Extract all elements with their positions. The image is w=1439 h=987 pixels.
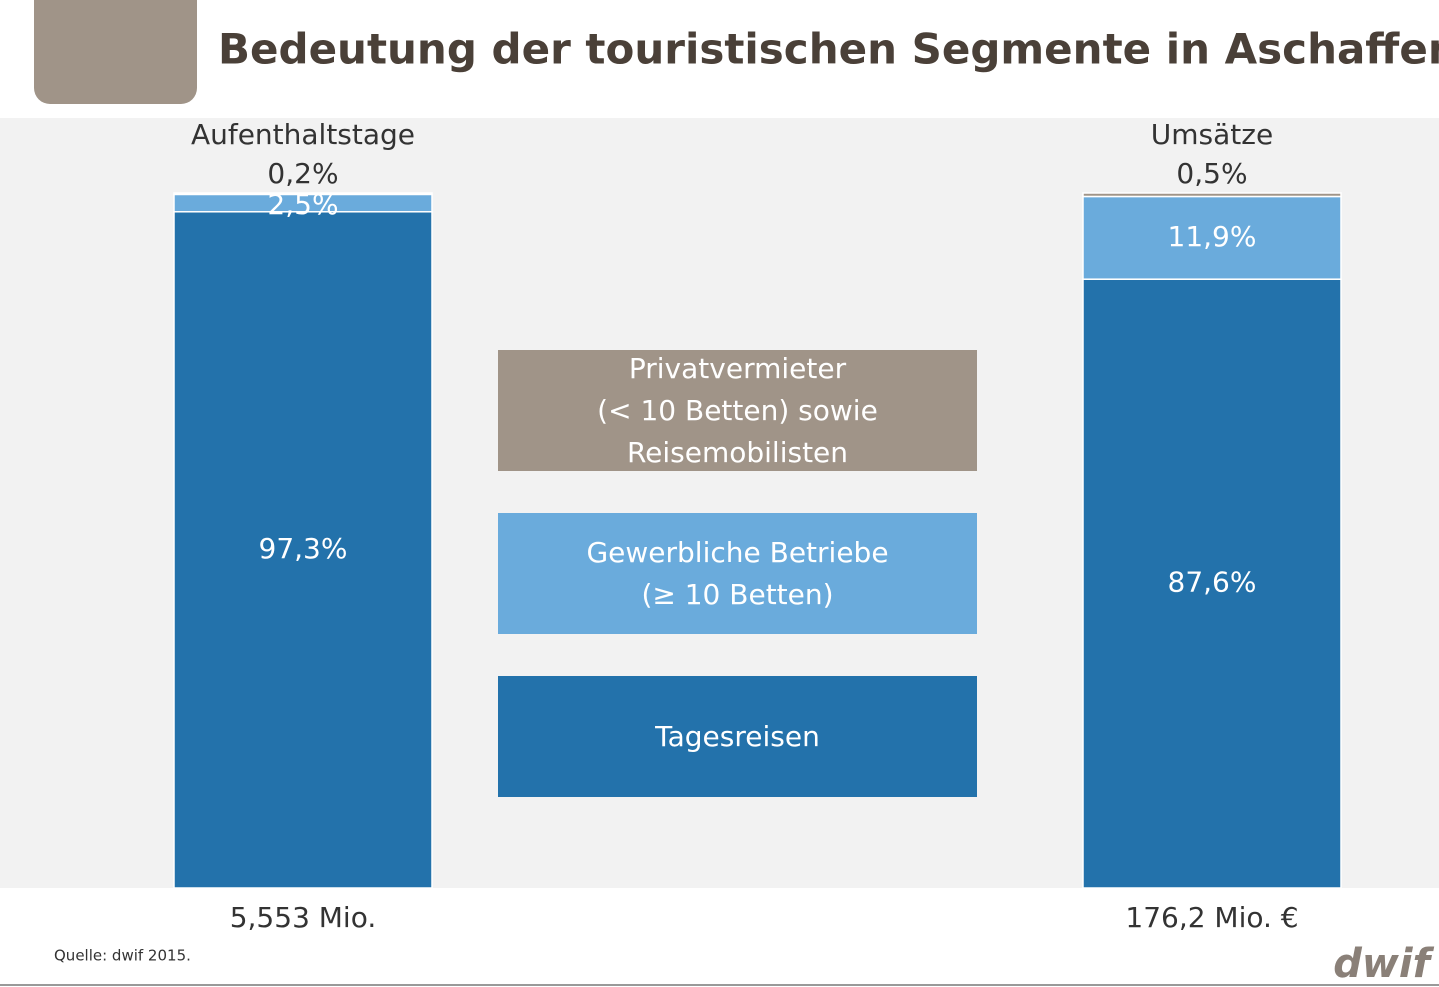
legend-entry: Privatvermieter (< 10 Betten) sowie Reis… <box>498 350 977 471</box>
category-label: Aufenthaltstage <box>191 118 415 151</box>
logo: dwif <box>1333 941 1434 987</box>
legend-entry: Tagesreisen <box>498 676 977 797</box>
source: Quelle: dwif 2015. <box>54 947 191 965</box>
value-label: 87,6% <box>1168 566 1257 599</box>
bar-segment <box>1082 192 1342 198</box>
bar-segment <box>1082 278 1342 889</box>
legend-entry: Gewerbliche Betriebe (≥ 10 Betten) <box>498 513 977 634</box>
value-label: 0,2% <box>267 157 338 190</box>
bar-segment <box>173 192 433 196</box>
bar-segment <box>173 211 433 889</box>
total-label: 5,553 Mio. <box>230 901 377 934</box>
value-label: 97,3% <box>259 532 348 565</box>
chart-title: Bedeutung der touristischen Segmente in … <box>218 25 1439 74</box>
value-label: 11,9% <box>1168 220 1257 253</box>
category-label: Umsätze <box>1151 118 1273 151</box>
value-label: 0,5% <box>1176 157 1247 190</box>
total-label: 176,2 Mio. € <box>1125 901 1298 934</box>
bar-segment <box>1082 195 1342 280</box>
title-tab <box>34 0 197 104</box>
